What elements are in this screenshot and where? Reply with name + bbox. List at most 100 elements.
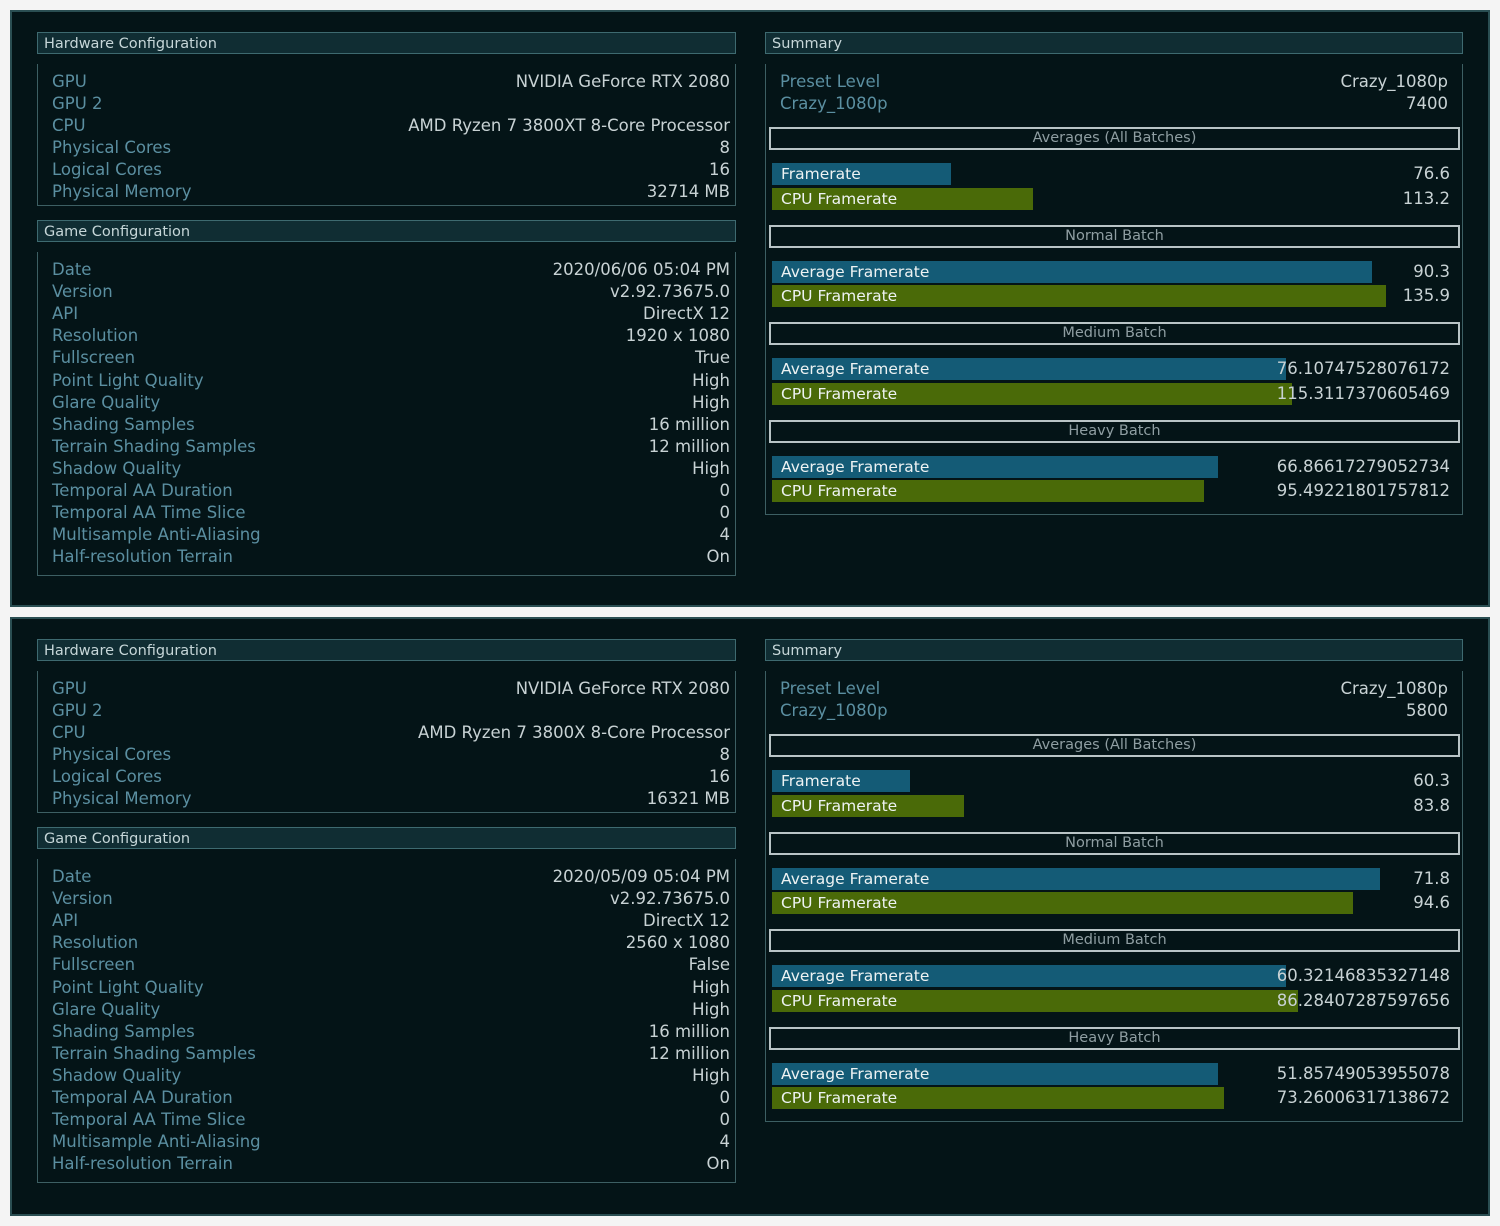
summary-value: Crazy_1080p xyxy=(1340,72,1448,91)
cpu-framerate-bar xyxy=(772,989,1299,1012)
game-row: Date 2020/05/09 05:04 PM xyxy=(52,866,730,888)
game-value: 2020/05/09 05:04 PM xyxy=(552,867,730,886)
game-value: v2.92.73675.0 xyxy=(610,889,730,909)
game-value: 0 xyxy=(719,1110,731,1130)
bar-label: Average Framerate xyxy=(781,967,930,986)
game-value: DirectX 12 xyxy=(643,911,730,931)
bar-label: CPU Framerate xyxy=(781,1089,898,1108)
bar-value: 71.8 xyxy=(1413,868,1450,888)
hardware-label: Logical Cores xyxy=(52,160,162,179)
summary-label: Preset Level xyxy=(780,679,881,698)
cpu-framerate-bar xyxy=(772,382,1293,405)
game-row: Date 2020/06/06 05:04 PM xyxy=(52,259,730,281)
framerate-bar-row: CPU Framerate 83.8 xyxy=(772,794,1450,817)
batch-section-header: Averages (All Batches) xyxy=(769,127,1460,150)
hardware-row: GPU NVIDIA GeForce RTX 2080 xyxy=(52,678,730,700)
game-value: 2020/06/06 05:04 PM xyxy=(552,260,730,279)
bar-value: 66.86617279052734 xyxy=(1276,456,1450,476)
framerate-bar-row: CPU Framerate 86.28407287597656 xyxy=(772,989,1450,1012)
summary-value: Crazy_1080p xyxy=(1340,679,1448,698)
game-label: Point Light Quality xyxy=(52,977,204,997)
bar-value: 94.6 xyxy=(1413,893,1450,913)
game-value: 4 xyxy=(719,525,731,545)
batch-section-header: Heavy Batch xyxy=(769,419,1460,443)
framerate-bar xyxy=(772,455,1219,478)
game-row: Resolution 2560 x 1080 xyxy=(52,932,730,954)
framerate-bar-row: CPU Framerate 95.49221801757812 xyxy=(772,480,1450,503)
bar-value: 115.3117370605469 xyxy=(1276,383,1450,403)
framerate-bar xyxy=(772,163,951,185)
hardware-row: Physical Memory 16321 MB xyxy=(52,788,730,810)
game-label: Shadow Quality xyxy=(52,1065,182,1085)
summary-header: Summary xyxy=(765,639,1463,661)
summary-row: Preset Level Crazy_1080p xyxy=(770,71,1448,93)
bar-label: Average Framerate xyxy=(781,457,930,476)
summary-row: Crazy_1080p 5800 xyxy=(770,700,1448,722)
framerate-bar-row: CPU Framerate 115.3117370605469 xyxy=(772,382,1450,405)
game-value: High xyxy=(692,977,730,997)
game-row: Fullscreen True xyxy=(52,347,730,369)
bar-label: Framerate xyxy=(781,165,861,183)
bar-value: 113.2 xyxy=(1402,188,1450,208)
cpu-framerate-bar xyxy=(772,1087,1225,1110)
game-label: Shading Samples xyxy=(52,414,195,434)
hardware-row: Physical Cores 8 xyxy=(52,137,730,159)
game-label: Fullscreen xyxy=(52,955,136,975)
framerate-bar-row: Average Framerate 90.3 xyxy=(772,260,1450,283)
hardware-label: GPU 2 xyxy=(52,94,103,113)
bar-value: 76.10747528076172 xyxy=(1276,359,1450,379)
game-value: DirectX 12 xyxy=(643,304,730,324)
batch-section-header: Normal Batch xyxy=(769,831,1460,855)
bar-label: CPU Framerate xyxy=(781,384,898,403)
game-label: Temporal AA Time Slice xyxy=(52,503,246,523)
summary-label: Crazy_1080p xyxy=(780,701,888,720)
batch-section-header: Heavy Batch xyxy=(769,1026,1460,1050)
bar-value: 76.6 xyxy=(1413,164,1450,183)
hardware-config-header: Hardware Configuration xyxy=(37,32,736,54)
summary-label: Crazy_1080p xyxy=(780,94,888,113)
framerate-bar-row: Framerate 60.3 xyxy=(772,770,1450,792)
hardware-row: CPU AMD Ryzen 7 3800X 8-Core Processor xyxy=(52,722,730,744)
bar-value: 60.3 xyxy=(1413,771,1450,790)
game-label: Resolution xyxy=(52,326,139,346)
hardware-label: GPU xyxy=(52,679,87,698)
game-label: Shadow Quality xyxy=(52,458,182,478)
hardware-label: Logical Cores xyxy=(52,767,162,786)
game-row: Point Light Quality High xyxy=(52,370,730,392)
hardware-row: Physical Memory 32714 MB xyxy=(52,181,730,203)
framerate-bar-row: Average Framerate 51.85749053955078 xyxy=(772,1062,1450,1085)
hardware-label: Physical Cores xyxy=(52,138,172,157)
bar-label: CPU Framerate xyxy=(781,894,898,913)
game-label: Half-resolution Terrain xyxy=(52,1154,233,1174)
game-row: Shadow Quality High xyxy=(52,458,730,480)
game-config-box xyxy=(37,252,736,576)
benchmark-panel-1: Hardware Configuration GPU NVIDIA GeForce … xyxy=(10,10,1490,607)
hardware-config-box xyxy=(37,671,736,813)
game-row: Temporal AA Duration 0 xyxy=(52,1087,730,1109)
game-label: API xyxy=(52,911,79,931)
framerate-bar-row: CPU Framerate 94.6 xyxy=(772,892,1450,915)
summary-row: Preset Level Crazy_1080p xyxy=(770,678,1448,700)
game-row: Shading Samples 16 million xyxy=(52,414,730,436)
hardware-row: Logical Cores 16 xyxy=(52,159,730,181)
bar-label: CPU Framerate xyxy=(781,482,898,501)
summary-value: 5800 xyxy=(1406,701,1448,720)
game-label: Terrain Shading Samples xyxy=(52,436,256,456)
hardware-value: NVIDIA GeForce RTX 2080 xyxy=(515,72,730,91)
game-row: Terrain Shading Samples 12 million xyxy=(52,436,730,458)
framerate-bar-row: CPU Framerate 73.26006317138672 xyxy=(772,1087,1450,1110)
game-label: Temporal AA Duration xyxy=(52,1088,233,1107)
game-label: Terrain Shading Samples xyxy=(52,1043,256,1063)
bar-label: CPU Framerate xyxy=(781,796,898,815)
hardware-value: 32714 MB xyxy=(646,182,730,201)
hardware-label: CPU xyxy=(52,116,86,135)
game-value: 1920 x 1080 xyxy=(625,326,730,346)
game-value: 12 million xyxy=(648,1043,730,1063)
benchmark-panel-2: Hardware Configuration GPU NVIDIA GeForce … xyxy=(10,617,1490,1216)
framerate-bar xyxy=(772,770,911,792)
game-value: 4 xyxy=(719,1132,731,1152)
framerate-bar-row: Framerate 76.6 xyxy=(772,163,1450,185)
hardware-label: Physical Memory xyxy=(52,789,192,808)
game-label: Date xyxy=(52,260,92,279)
game-value: 2560 x 1080 xyxy=(625,933,730,953)
